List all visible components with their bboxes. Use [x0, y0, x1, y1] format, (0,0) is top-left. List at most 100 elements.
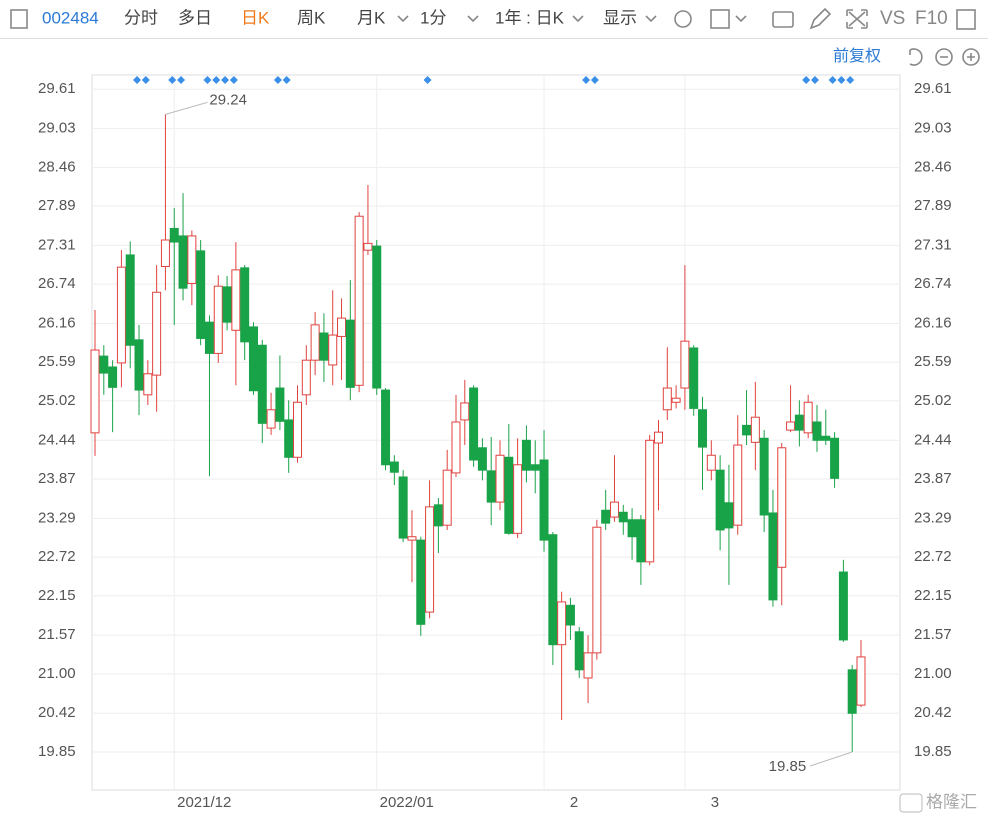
y2-tick-label: 24.44 — [914, 431, 952, 448]
candle-body — [548, 534, 558, 646]
candle-body — [416, 539, 426, 625]
candle-body — [768, 512, 778, 601]
zoom-in-icon[interactable] — [962, 48, 980, 66]
max-label: 29.24 — [209, 91, 247, 108]
y-tick-label: 23.29 — [38, 509, 76, 526]
y-tick-label: 29.03 — [38, 120, 76, 137]
candle-body — [301, 359, 311, 396]
candle-body — [565, 604, 575, 626]
candle-body — [733, 444, 743, 526]
tab-active[interactable]: 日K — [241, 8, 270, 27]
candle-body — [627, 519, 637, 538]
candle-body — [319, 332, 329, 361]
y-tick-label: 27.89 — [38, 197, 76, 214]
min-label: 19.85 — [769, 758, 807, 775]
candle-body — [777, 447, 787, 568]
y-tick-label: 22.72 — [38, 548, 76, 565]
candle-body — [636, 519, 646, 563]
event-marker — [229, 76, 238, 84]
y-tick-label: 22.15 — [38, 587, 76, 604]
undo-icon[interactable] — [909, 48, 923, 66]
candle-body — [389, 461, 399, 473]
candle-body — [213, 285, 223, 354]
candle-body — [786, 421, 796, 431]
candle-body — [99, 355, 109, 374]
candle-body — [689, 347, 699, 409]
candle-body — [618, 511, 628, 523]
tab[interactable]: 多日 — [178, 8, 212, 27]
y2-tick-label: 22.15 — [914, 587, 952, 604]
adjust-button[interactable]: 前复权 — [833, 47, 881, 65]
candle-body — [310, 324, 320, 361]
vs-button[interactable]: VS — [880, 8, 905, 29]
candle-body — [345, 319, 355, 388]
fullscreen-icon[interactable] — [846, 9, 868, 29]
event-marker — [837, 76, 846, 84]
symbol[interactable]: 002484 — [42, 8, 99, 27]
candle-body — [451, 421, 461, 474]
candle-body — [169, 227, 179, 243]
candle-body — [187, 235, 197, 284]
candle-body — [759, 437, 769, 516]
color-icon[interactable] — [710, 9, 730, 29]
event-marker — [273, 76, 282, 84]
x-tick-label: 3 — [711, 794, 719, 811]
candle-body — [293, 401, 303, 458]
event-marker — [177, 76, 186, 84]
candle-body — [838, 571, 848, 641]
max-leader — [165, 101, 208, 115]
candle-body — [724, 502, 734, 529]
event-marker — [846, 76, 855, 84]
event-marker — [168, 76, 177, 84]
candle-body — [821, 435, 831, 441]
y2-tick-label: 21.57 — [914, 626, 952, 643]
candle-body — [460, 402, 470, 421]
settings-icon[interactable] — [674, 10, 692, 28]
candle-body — [372, 245, 382, 389]
candle-body — [90, 349, 100, 434]
f10-button[interactable]: F10 — [915, 8, 948, 29]
chevron — [645, 15, 657, 23]
tab[interactable]: 分时 — [124, 8, 158, 27]
y-tick-label: 29.61 — [38, 80, 76, 97]
tab[interactable]: 1分 — [420, 8, 446, 27]
sidebar-icon[interactable] — [10, 9, 28, 29]
event-marker — [810, 76, 819, 84]
candle-body — [125, 254, 135, 346]
candle-body — [574, 631, 584, 671]
y2-tick-label: 19.85 — [914, 743, 952, 760]
candle-body — [653, 431, 663, 444]
candle-body — [698, 409, 708, 448]
candle-body — [354, 215, 364, 386]
tab[interactable]: 周K — [297, 8, 326, 27]
tab[interactable]: 显示 — [603, 8, 637, 27]
panel-icon[interactable] — [956, 9, 976, 30]
candle-body — [152, 291, 162, 376]
chevron — [572, 15, 584, 23]
tab[interactable]: 1年 : 日K — [495, 8, 565, 27]
chevron — [735, 15, 747, 23]
y-tick-label: 26.16 — [38, 314, 76, 331]
x-tick-label: 2 — [570, 794, 578, 811]
tab[interactable]: 月K — [357, 8, 386, 27]
event-marker — [282, 76, 291, 84]
candle-body — [671, 397, 681, 403]
zoom-out-icon[interactable] — [935, 48, 953, 66]
y2-tick-label: 23.29 — [914, 509, 952, 526]
y2-tick-label: 22.72 — [914, 548, 952, 565]
camera-icon[interactable] — [772, 11, 794, 28]
y2-tick-label: 25.59 — [914, 353, 952, 370]
candle-body — [275, 387, 285, 422]
candle-body — [469, 387, 479, 461]
candle-body — [328, 334, 338, 366]
event-marker — [590, 76, 599, 84]
candle-body — [337, 317, 347, 337]
candle-body — [231, 269, 241, 331]
candle-body — [601, 509, 611, 524]
candle-body — [486, 470, 496, 503]
pencil-icon[interactable] — [809, 7, 832, 30]
candle-body — [407, 536, 417, 541]
y-tick-label: 21.00 — [38, 665, 76, 682]
candle-body — [539, 459, 549, 541]
